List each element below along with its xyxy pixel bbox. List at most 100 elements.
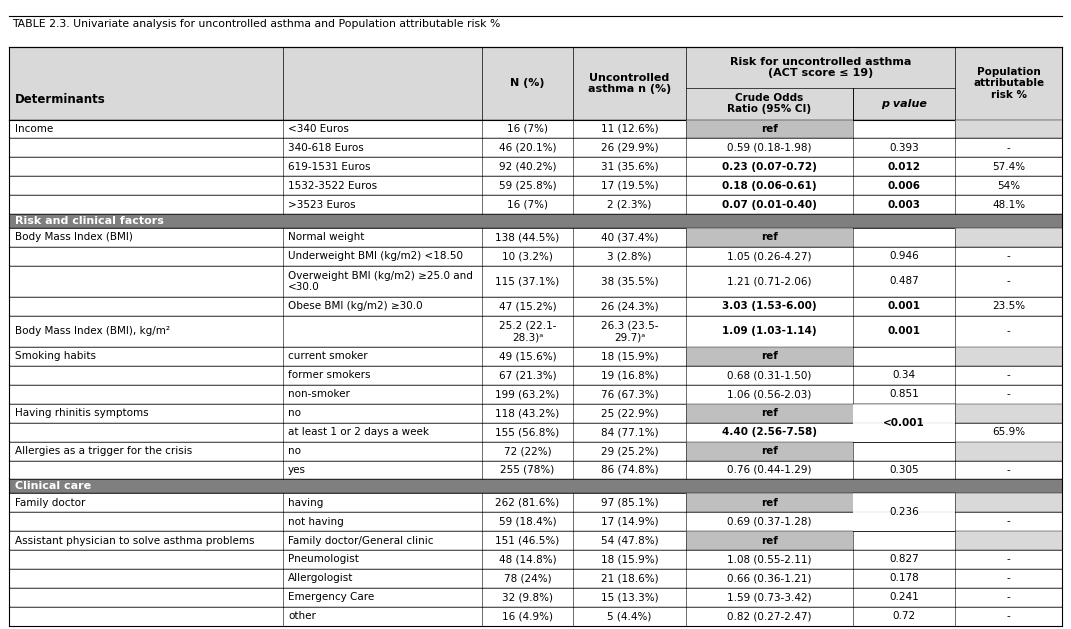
- Text: 59 (18.4%): 59 (18.4%): [499, 516, 556, 526]
- Text: 76 (67.3%): 76 (67.3%): [601, 389, 659, 399]
- Text: 0.012: 0.012: [887, 162, 920, 172]
- Bar: [687, 120, 853, 138]
- Text: 0.827: 0.827: [889, 555, 919, 564]
- Text: ref: ref: [761, 233, 778, 242]
- Text: 29 (25.2%): 29 (25.2%): [601, 446, 659, 456]
- Text: ref: ref: [761, 446, 778, 456]
- Bar: [853, 404, 955, 423]
- Text: 340-618 Euros: 340-618 Euros: [288, 143, 364, 153]
- Text: ref: ref: [761, 535, 778, 545]
- Text: N (%): N (%): [510, 79, 545, 88]
- Text: 115 (37.1%): 115 (37.1%): [495, 276, 559, 286]
- Bar: [955, 442, 1062, 460]
- Bar: [9, 347, 1062, 365]
- Text: 5 (4.4%): 5 (4.4%): [607, 611, 652, 621]
- Text: 0.241: 0.241: [889, 593, 919, 603]
- Text: 16 (7%): 16 (7%): [507, 200, 548, 210]
- Text: 54%: 54%: [997, 181, 1021, 191]
- Text: Allergologist: Allergologist: [288, 574, 353, 584]
- Bar: [9, 550, 1062, 569]
- Text: 1.06 (0.56-2.03): 1.06 (0.56-2.03): [727, 389, 812, 399]
- Bar: [687, 228, 853, 247]
- Text: -: -: [1007, 389, 1011, 399]
- Text: 0.393: 0.393: [889, 143, 919, 153]
- Text: 155 (56.8%): 155 (56.8%): [495, 427, 559, 437]
- Text: 0.82 (0.27-2.47): 0.82 (0.27-2.47): [727, 611, 812, 621]
- Bar: [9, 493, 1062, 512]
- Text: 16 (7%): 16 (7%): [507, 124, 548, 134]
- Text: 10 (3.2%): 10 (3.2%): [502, 252, 553, 262]
- Text: 0.18 (0.06-0.61): 0.18 (0.06-0.61): [722, 181, 817, 191]
- Text: no: no: [288, 446, 301, 456]
- Bar: [9, 404, 1062, 423]
- Text: 118 (43.2%): 118 (43.2%): [495, 408, 559, 418]
- Bar: [9, 176, 1062, 196]
- Text: 151 (46.5%): 151 (46.5%): [495, 535, 559, 545]
- Text: 0.68 (0.31-1.50): 0.68 (0.31-1.50): [727, 370, 812, 380]
- Text: 1.21 (0.71-2.06): 1.21 (0.71-2.06): [727, 276, 812, 286]
- Bar: [687, 493, 853, 512]
- Bar: [9, 120, 1062, 138]
- Text: Smoking habits: Smoking habits: [15, 351, 96, 361]
- Text: 3.03 (1.53-6.00): 3.03 (1.53-6.00): [722, 301, 817, 311]
- Text: 67 (21.3%): 67 (21.3%): [499, 370, 556, 380]
- Text: 65.9%: 65.9%: [992, 427, 1025, 437]
- Text: >3523 Euros: >3523 Euros: [288, 200, 356, 210]
- Text: 3 (2.8%): 3 (2.8%): [607, 252, 652, 262]
- Text: Clinical care: Clinical care: [15, 481, 91, 491]
- Bar: [9, 266, 1062, 297]
- Text: having: having: [288, 498, 323, 508]
- Text: yes: yes: [288, 465, 306, 475]
- Text: 0.66 (0.36-1.21): 0.66 (0.36-1.21): [727, 574, 812, 584]
- Text: 86 (74.8%): 86 (74.8%): [601, 465, 659, 475]
- Text: 0.59 (0.18-1.98): 0.59 (0.18-1.98): [727, 143, 812, 153]
- Text: 0.236: 0.236: [889, 507, 919, 517]
- Text: 255 (78%): 255 (78%): [500, 465, 555, 475]
- Text: ref: ref: [761, 124, 778, 134]
- Text: 0.946: 0.946: [889, 252, 919, 262]
- Text: 84 (77.1%): 84 (77.1%): [601, 427, 659, 437]
- Text: Pneumologist: Pneumologist: [288, 555, 359, 564]
- Text: 1532-3522 Euros: 1532-3522 Euros: [288, 181, 377, 191]
- Text: 262 (81.6%): 262 (81.6%): [495, 498, 559, 508]
- Bar: [9, 460, 1062, 479]
- Bar: [9, 569, 1062, 588]
- Bar: [9, 479, 1062, 493]
- Text: 1.59 (0.73-3.42): 1.59 (0.73-3.42): [727, 593, 812, 603]
- Text: 19 (16.8%): 19 (16.8%): [601, 370, 659, 380]
- Text: 54 (47.8%): 54 (47.8%): [601, 535, 659, 545]
- Text: former smokers: former smokers: [288, 370, 371, 380]
- Bar: [9, 47, 1062, 120]
- Bar: [955, 404, 1062, 423]
- Text: 16 (4.9%): 16 (4.9%): [502, 611, 553, 621]
- Text: 18 (15.9%): 18 (15.9%): [601, 555, 659, 564]
- Text: current smoker: current smoker: [288, 351, 367, 361]
- Text: 78 (24%): 78 (24%): [503, 574, 552, 584]
- Text: TABLE 2.3. Univariate analysis for uncontrolled asthma and Population attributab: TABLE 2.3. Univariate analysis for uncon…: [12, 19, 500, 29]
- Text: -: -: [1007, 574, 1011, 584]
- Bar: [9, 228, 1062, 247]
- Text: not having: not having: [288, 516, 344, 526]
- Text: 23.5%: 23.5%: [992, 301, 1025, 311]
- Bar: [9, 442, 1062, 460]
- Bar: [853, 512, 955, 531]
- Bar: [955, 347, 1062, 365]
- Text: ref: ref: [761, 498, 778, 508]
- Text: 26 (24.3%): 26 (24.3%): [601, 301, 659, 311]
- Text: 0.34: 0.34: [892, 370, 916, 380]
- Text: Underweight BMI (kg/m2) <18.50: Underweight BMI (kg/m2) <18.50: [288, 252, 463, 262]
- Text: Crude Odds
Ratio (95% CI): Crude Odds Ratio (95% CI): [727, 93, 812, 114]
- Bar: [853, 423, 955, 442]
- Text: Risk and clinical factors: Risk and clinical factors: [15, 216, 164, 226]
- Text: ref: ref: [761, 351, 778, 361]
- Text: 0.487: 0.487: [889, 276, 919, 286]
- Text: 15 (13.3%): 15 (13.3%): [601, 593, 659, 603]
- Text: Risk for uncontrolled asthma
(ACT score ≤ 19): Risk for uncontrolled asthma (ACT score …: [729, 57, 911, 78]
- Text: 18 (15.9%): 18 (15.9%): [601, 351, 659, 361]
- Bar: [9, 607, 1062, 626]
- Text: 47 (15.2%): 47 (15.2%): [499, 301, 556, 311]
- Text: 138 (44.5%): 138 (44.5%): [495, 233, 559, 242]
- Text: 1.08 (0.55-2.11): 1.08 (0.55-2.11): [727, 555, 812, 564]
- Text: 46 (20.1%): 46 (20.1%): [499, 143, 556, 153]
- Bar: [9, 157, 1062, 176]
